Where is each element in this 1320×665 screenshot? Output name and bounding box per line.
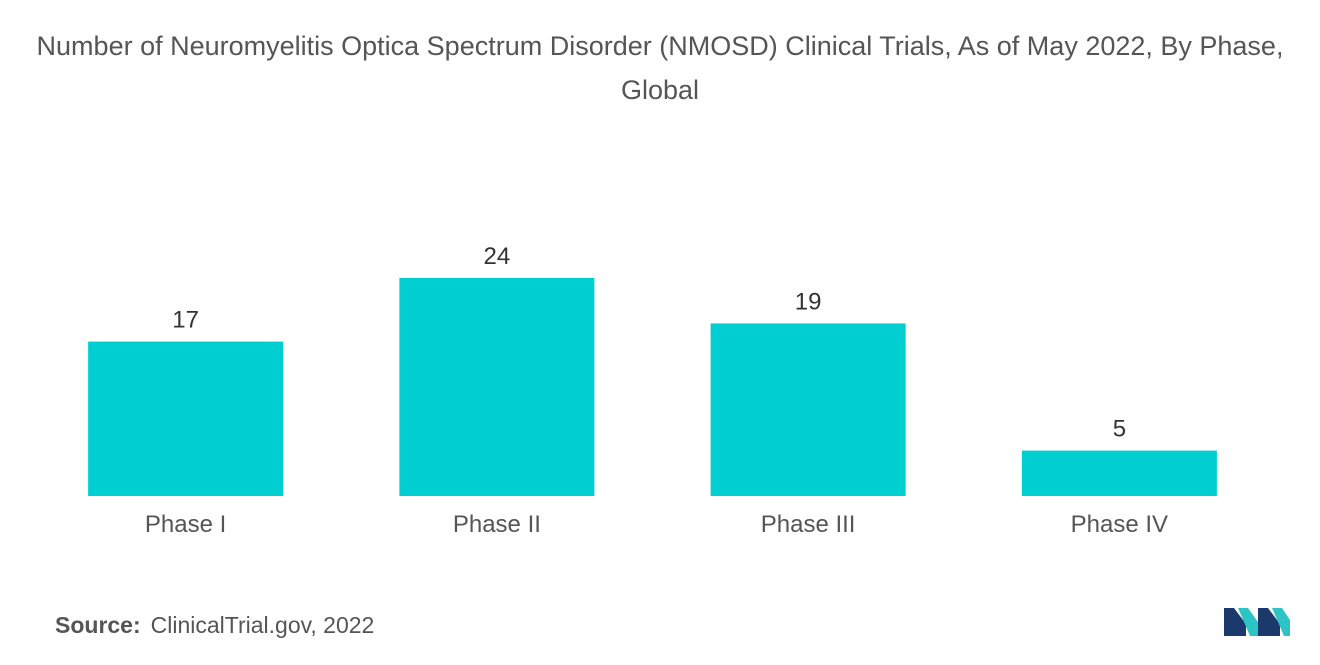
x-tick-label: Phase III bbox=[761, 511, 856, 538]
bar-phase-iv bbox=[1021, 450, 1217, 496]
source-label: Source: bbox=[55, 612, 141, 638]
bar-phase-iii bbox=[710, 323, 906, 496]
bar-chart: 17 Phase I 24 Phase II 19 Phase III 5 Phase IV bbox=[88, 243, 1217, 538]
source-text: ClinicalTrial.gov, 2022 bbox=[150, 612, 375, 638]
bar-phase-i bbox=[88, 341, 284, 496]
mordor-intelligence-logo-icon bbox=[1224, 608, 1290, 636]
data-label: 19 bbox=[795, 288, 822, 315]
chart-title: Number of Neuromyelitis Optica Spectrum … bbox=[36, 31, 1284, 105]
data-label: 5 bbox=[1113, 416, 1126, 443]
x-tick-label: Phase IV bbox=[1071, 511, 1168, 538]
x-tick-label: Phase II bbox=[453, 511, 541, 538]
bar-phase-ii bbox=[399, 278, 595, 496]
data-label: 24 bbox=[484, 243, 511, 270]
data-label: 17 bbox=[172, 307, 199, 334]
x-tick-label: Phase I bbox=[145, 511, 226, 538]
source-note: Source: ClinicalTrial.gov, 2022 bbox=[55, 612, 374, 639]
